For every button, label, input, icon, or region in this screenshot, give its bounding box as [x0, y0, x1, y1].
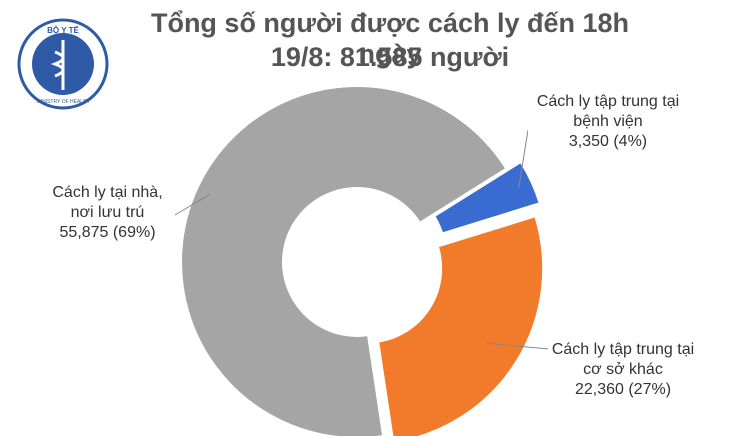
logo: BỘ Y TẾ MINISTRY OF HEALTH [17, 18, 109, 110]
value-label: 55,875 (69%) [59, 224, 156, 241]
logo-top: BỘ Y TẾ [47, 25, 79, 35]
donut-slice [432, 160, 541, 235]
chart-title: Tổng số người được cách ly đến 18h ngày [150, 8, 630, 69]
slice-label: Cách ly tại nhà, nơi lưu trú 55,875 (69%) [40, 183, 175, 243]
chart-subtitle: 19/8: 81.585 người [270, 42, 510, 72]
leader-line [174, 193, 211, 216]
slice-label: Cách ly tập trung tại bệnh viện 3,350 (4%… [528, 92, 688, 152]
value-label: 22,360 (27%) [574, 381, 672, 398]
category-label: Cách ly tại nhà, nơi lưu trú [52, 184, 163, 221]
donut-slice [377, 215, 545, 436]
leader-line [486, 342, 561, 351]
category-label: Cách ly tập trung tại bệnh viện [536, 93, 680, 130]
leader-line [518, 129, 529, 188]
slice-label: Cách ly tập trung tại cơ sở khác 22,360 (… [548, 340, 698, 400]
logo-bottom: MINISTRY OF HEALTH [37, 99, 90, 105]
donut-slice [180, 85, 508, 436]
category-label: Cách ly tập trung tại cơ sở khác [551, 341, 695, 378]
value-label: 3,350 (4%) [568, 133, 648, 150]
logo-symbol [50, 40, 65, 90]
